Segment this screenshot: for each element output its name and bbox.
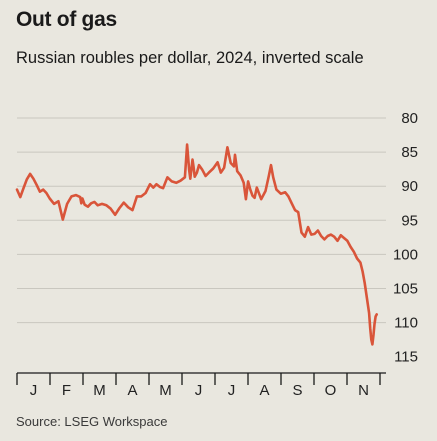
x-tick-label-10: N: [358, 382, 369, 399]
chart-subtitle: Russian roubles per dollar, 2024, invert…: [16, 49, 364, 67]
y-tick-label-85: 85: [401, 144, 418, 161]
y-tick-label-115: 115: [394, 349, 418, 366]
x-tick-label-3: A: [127, 382, 137, 399]
chart-title: Out of gas: [16, 8, 117, 31]
x-tick-label-7: A: [259, 382, 269, 399]
y-tick-label-80: 80: [401, 110, 418, 127]
series-layer: [15, 143, 379, 346]
x-tick-label-2: M: [93, 382, 106, 399]
y-tick-label-95: 95: [401, 212, 418, 229]
x-tick-label-1: F: [62, 382, 71, 399]
y-tick-label-100: 100: [393, 246, 418, 263]
y-axis-labels: 80 85 90 95 100 105 110 115: [393, 110, 418, 366]
x-tick-label-6: J: [228, 382, 236, 399]
x-tick-label-9: O: [325, 382, 337, 399]
grid-lines: [17, 117, 386, 324]
y-tick-label-105: 105: [393, 281, 418, 298]
x-tick-label-5: J: [195, 382, 203, 399]
y-tick-label-90: 90: [401, 178, 418, 195]
series-line-0: [15, 143, 379, 346]
source-note: Source: LSEG Workspace: [16, 414, 168, 429]
y-tick-label-110: 110: [394, 315, 418, 332]
x-tick-label-0: J: [30, 382, 38, 399]
x-tick-label-8: S: [292, 382, 302, 399]
x-tick-label-4: M: [159, 382, 172, 399]
